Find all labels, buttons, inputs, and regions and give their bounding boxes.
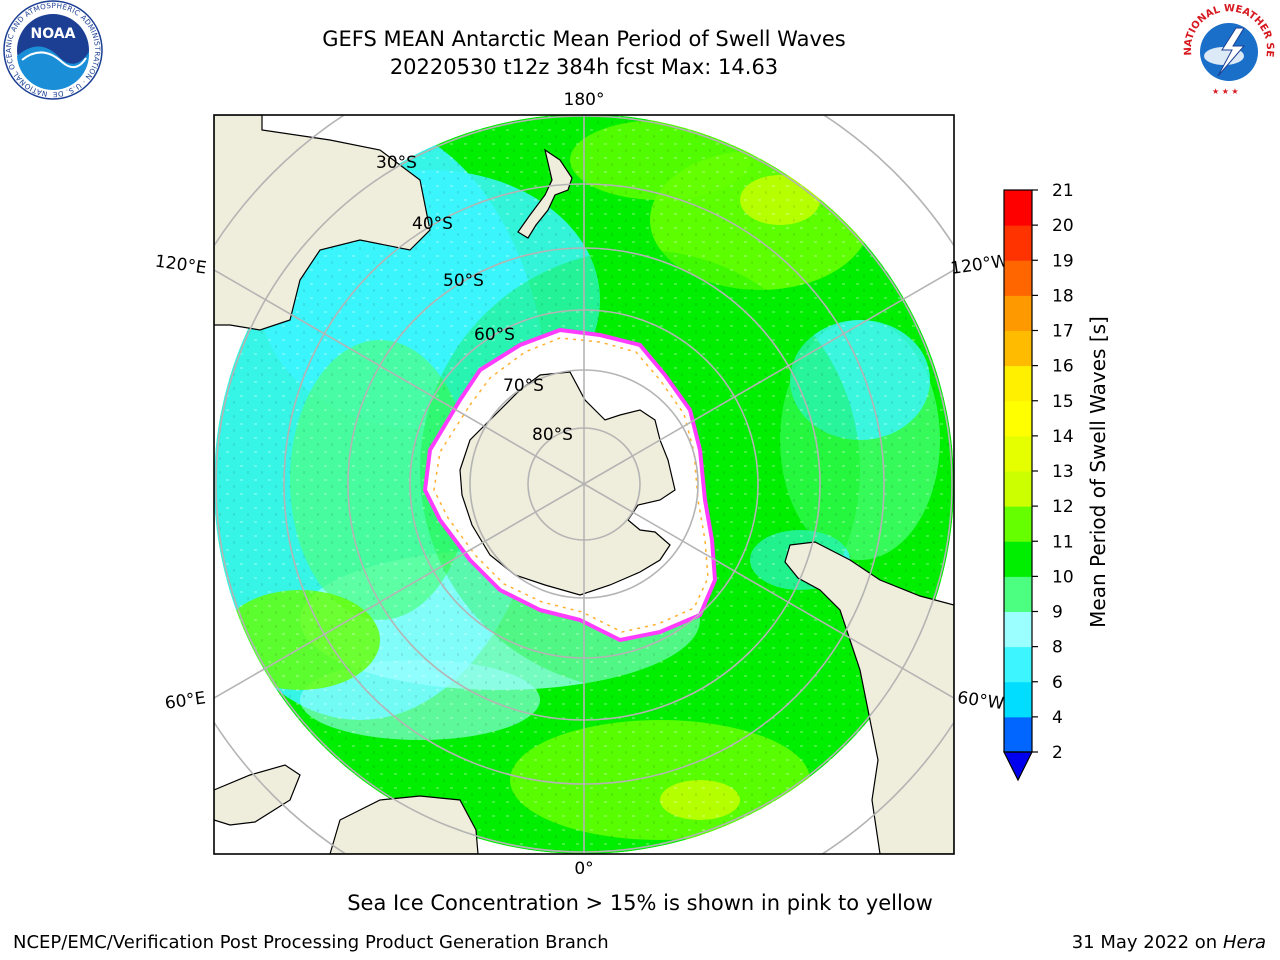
colorbar-tick-label: 21 [1052,181,1074,201]
colorbar-tick-label: 9 [1052,603,1063,623]
lat-label-30s: 30°S [376,153,417,173]
lat-label-50s: 50°S [443,271,484,291]
madagascar-land [214,764,301,826]
colorbar-tick-label: 16 [1052,357,1074,377]
sea-ice-inner-edge [433,337,709,633]
colorbar-tick-label: 13 [1052,462,1074,482]
colorbar-segment [1004,225,1032,261]
sea-ice-note: Sea Ice Concentration > 15% is shown in … [347,891,933,915]
graticule [214,115,954,854]
chart-title: GEFS MEAN Antarctic Mean Period of Swell… [322,27,846,51]
colorbar-tick-label: 14 [1052,427,1074,447]
colorbar-segment [1004,260,1032,296]
colorbar-segment [1004,576,1032,612]
colorbar-tick-label: 12 [1052,497,1074,517]
lon-label-0: 0° [574,859,593,879]
map-plot-area: 30°S 40°S 50°S 60°S 70°S 80°S [214,115,954,854]
colorbar-tick-label: 8 [1052,638,1063,658]
colorbar-segment [1004,190,1032,226]
colorbar-segment [1004,295,1032,331]
lat-label-60s: 60°S [474,325,515,345]
footer-date: 31 May 2022 on [1071,932,1218,953]
south-america-land [784,541,954,854]
colorbar-segment [1004,365,1032,402]
map-frame [213,114,955,855]
colorbar-segment [1004,681,1032,718]
noaa-text: NOAA [31,26,76,42]
lon-label-120w: 120°W [949,251,1009,279]
colorbar-tick-label: 15 [1052,392,1074,412]
noaa-logo: NATIONAL OCEANIC AND ATMOSPHERIC ADMINIS… [0,0,103,100]
colorbar-under-arrow [1003,751,1033,782]
colorbar-tick-label: 6 [1052,673,1063,693]
new-zealand-land [517,148,573,239]
colorbar-label-wrap: Mean Period of Swell Waves [s] [1080,190,1116,754]
colorbar-segment [1004,716,1032,753]
colorbar-label: Mean Period of Swell Waves [s] [1086,316,1111,628]
colorbar-tick-label: 20 [1052,216,1074,236]
colorbar-segment [1004,646,1032,683]
australia-land [214,115,431,331]
africa-land [329,795,479,854]
chart-subtitle: 20220530 t12z 384h fcst Max: 14.63 [389,55,779,79]
colorbar-tick-label: 4 [1052,708,1063,728]
colorbar-segment [1004,400,1032,437]
colorbar-tick-label: 19 [1052,251,1074,271]
footer-right: 31 May 2022 on Hera [1072,932,1266,953]
footer-host: Hera [1222,932,1266,953]
colorbar-tick-label: 10 [1052,567,1074,587]
lat-label-70s: 70°S [503,376,544,396]
colorbar-tick-label: 2 [1052,743,1063,763]
colorbar-segment [1004,471,1032,507]
nws-logo: NATIONAL WEATHER SERVICE ★ ★ ★ [1178,0,1278,99]
colorbar-tick-label: 18 [1052,286,1074,306]
colorbar-segment [1004,435,1032,472]
lon-label-180: 180° [564,90,605,110]
colorbar-tick-label: 17 [1052,322,1074,342]
colorbar-segment [1004,611,1032,648]
footer-left: NCEP/EMC/Verification Post Processing Pr… [13,932,609,953]
antarctica-land [459,371,676,596]
colorbar-segment [1004,506,1032,542]
lon-label-120e: 120°E [154,252,208,279]
lon-label-60w: 60°W [956,688,1005,714]
lat-label-80s: 80°S [532,425,573,445]
svg-text:★ ★ ★: ★ ★ ★ [1212,87,1239,96]
lon-label-60e: 60°E [164,688,207,713]
colorbar-segment [1004,541,1032,577]
colorbar-tick-label: 11 [1052,532,1074,552]
colorbar-segment [1004,330,1032,367]
lat-label-40s: 40°S [412,214,453,234]
colorbar: 2 4 6 8 9 10 11 12 13 14 15 16 17 18 19 20 21 [1003,181,1074,782]
